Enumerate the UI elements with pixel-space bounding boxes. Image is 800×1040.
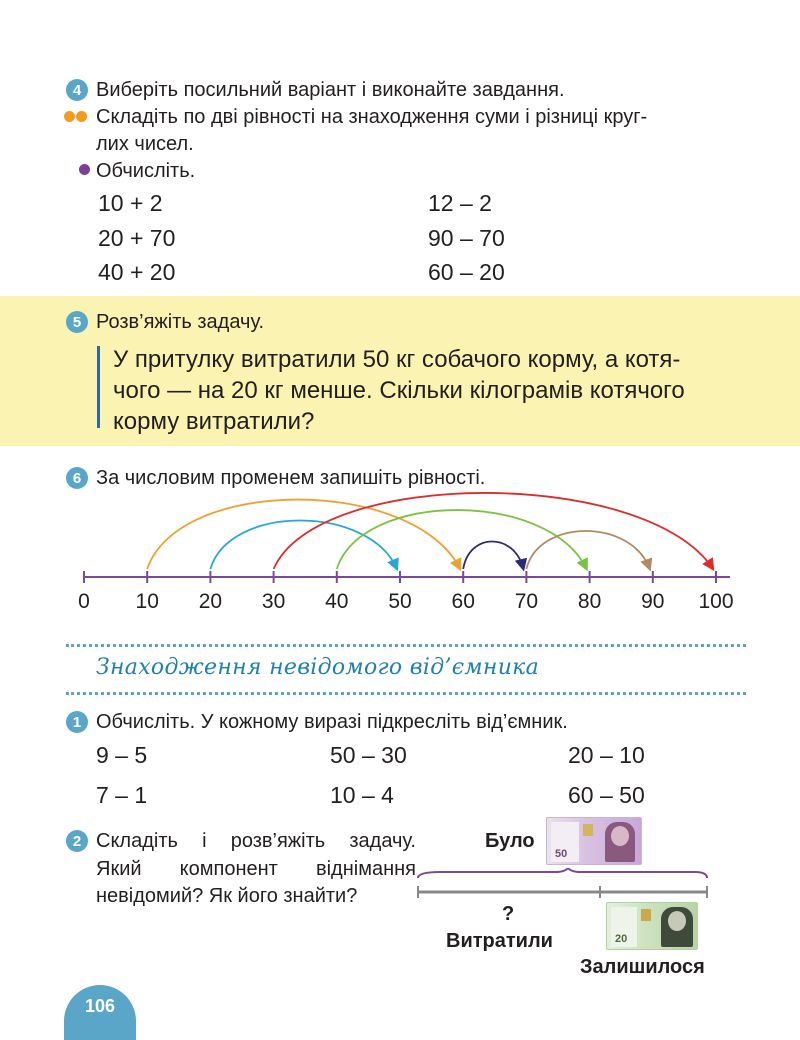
- tick-label: 30: [262, 590, 285, 613]
- task-option-text: лих чисел.: [96, 133, 194, 155]
- tick-label: 70: [515, 590, 538, 613]
- task-title: Виберіть посильний варіант і виконайте з…: [96, 79, 565, 101]
- banknote-value: 20: [615, 933, 628, 945]
- number-line-diagram: 0 10 20 30 40 50 60 70 80 90 100: [78, 492, 734, 613]
- problem-accent-bar: [97, 346, 100, 428]
- tick-label: 40: [325, 590, 348, 613]
- label-spent: Витратили: [446, 930, 553, 952]
- expression: 90 – 70: [428, 225, 505, 251]
- task-option-text: Складіть по дві рівності на знаходження …: [96, 106, 648, 128]
- page-number: 106: [84, 996, 116, 1016]
- task-number-badge: 5: [66, 311, 88, 333]
- expression: 10 – 4: [330, 782, 394, 808]
- orange-dot-icon: [64, 111, 75, 122]
- expression: 60 – 20: [428, 259, 505, 285]
- expression: 20 – 10: [568, 742, 645, 768]
- number-line-jump-arc: [146, 498, 462, 572]
- expression: 50 – 30: [330, 742, 407, 768]
- tick-label: 100: [698, 590, 733, 613]
- banknote-value: 50: [555, 848, 568, 860]
- task-number-badge: 1: [66, 711, 88, 733]
- expression: 60 – 50: [568, 782, 645, 808]
- tick-label: 90: [641, 590, 664, 613]
- expression: 10 + 2: [98, 190, 163, 216]
- orange-dot-icon: [76, 111, 87, 122]
- banknote-50-image: 50: [546, 817, 642, 865]
- task-option-text: Обчисліть.: [96, 160, 196, 182]
- tick-label: 80: [578, 590, 601, 613]
- tick-label: 50: [388, 590, 411, 613]
- expression: 12 – 2: [428, 190, 492, 216]
- bracket-diagram: [417, 868, 708, 898]
- section-divider: [66, 692, 746, 695]
- task-number-badge: 2: [66, 830, 88, 852]
- label-unknown: ?: [502, 903, 515, 925]
- expression: 9 – 5: [96, 742, 148, 768]
- purple-dot-icon: [79, 164, 90, 175]
- problem-text: У притулку витратили 50 кг собачого корм…: [113, 344, 763, 437]
- task-number-badge: 6: [66, 467, 88, 489]
- problem-line: чого — на 20 кг менше. Скільки кілограмі…: [113, 377, 685, 404]
- problem-line: корму витратили?: [113, 408, 315, 435]
- number-line-jump-arc: [335, 509, 588, 572]
- section-divider: [66, 644, 746, 647]
- task-title: Обчисліть. У кожному виразі підкресліть …: [96, 711, 568, 733]
- number-line-jump-arc: [462, 540, 528, 572]
- tick-label: 20: [199, 590, 222, 613]
- expression: 20 + 70: [98, 225, 176, 251]
- expression: 7 – 1: [96, 782, 148, 808]
- task-text: невідомий? Як його знайти?: [96, 885, 358, 907]
- tick-label: 10: [136, 590, 159, 613]
- number-line-jump-arc: [209, 519, 399, 572]
- label-left: Залишилося: [580, 956, 705, 978]
- tick-label: 0: [78, 590, 90, 613]
- section-title: Знаходження невідомого від’ємника: [96, 655, 540, 680]
- label-was: Було: [485, 830, 535, 852]
- task-text: Який компонент віднімання: [96, 858, 416, 880]
- task-title: За числовим променем запишіть рівності.: [96, 467, 486, 489]
- task-text: Складіть і розв’яжіть задачу.: [96, 830, 416, 852]
- expression: 40 + 20: [98, 259, 176, 285]
- task-highlight-band: [0, 296, 800, 446]
- task-number-badge: 4: [66, 79, 88, 101]
- task-title: Розв’яжіть задачу.: [96, 311, 265, 333]
- problem-line: У притулку витратили 50 кг собачого корм…: [113, 346, 681, 373]
- number-line-jump-arc: [525, 530, 653, 572]
- tick-label: 60: [452, 590, 475, 613]
- number-line-jump-arc: [272, 492, 715, 572]
- banknote-20-image: 20: [606, 902, 698, 950]
- page-number-tab: 106: [64, 985, 136, 1040]
